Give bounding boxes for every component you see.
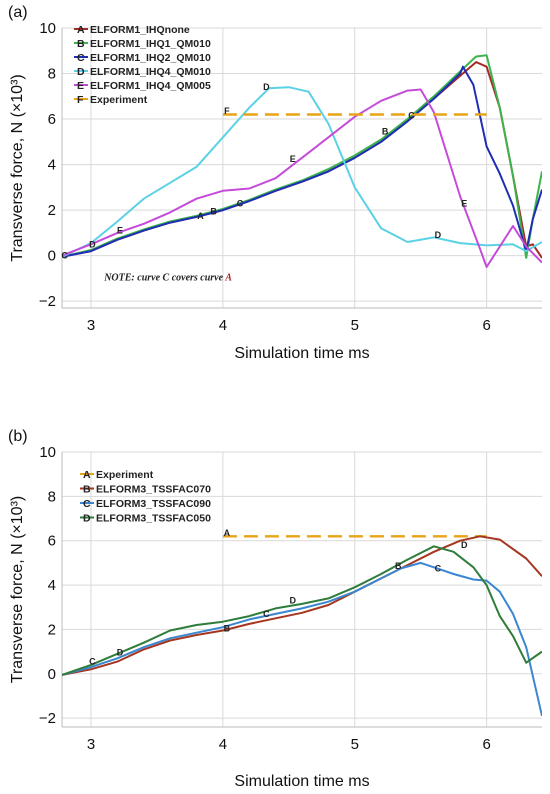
- legend: A Experiment B ELFORM3_TSSFAC070 C ELFORM3_TS…: [80, 469, 211, 525]
- legend-entry: ELFORM3_TSSFAC050: [96, 513, 211, 525]
- legend-marker: E: [77, 80, 84, 92]
- curve-marker-e: E: [290, 154, 296, 164]
- y-tick-label: 4: [48, 157, 56, 174]
- x-tick-label: 3: [87, 736, 95, 753]
- chart-panel-0: 3 4 5 6 −2 0 2 4 6 8 10 Simulation time ms Transvers…: [8, 4, 542, 362]
- curve-marker-d: D: [89, 239, 96, 249]
- legend-entry: ELFORM1_IHQnone: [90, 24, 190, 36]
- curve-marker-e: E: [461, 198, 467, 208]
- legend-entry: ELFORM1_IHQ4_QM010: [90, 66, 211, 78]
- y-tick-label: −2: [39, 293, 56, 310]
- x-tick-label: 6: [482, 736, 490, 753]
- curve-marker-b: B: [382, 127, 389, 137]
- y-tick-label: 0: [48, 248, 56, 265]
- y-tick-label: 4: [48, 577, 56, 594]
- series-line-d: [62, 86, 542, 258]
- y-tick-label: 10: [39, 444, 56, 461]
- curve-marker-a: A: [224, 528, 231, 538]
- panel-label: (a): [8, 4, 28, 21]
- y-tick-label: 0: [48, 666, 56, 683]
- legend-marker: D: [83, 513, 91, 525]
- series-line-b: [62, 54, 542, 259]
- curve-marker-d: D: [117, 648, 124, 658]
- y-axis-title: Transverse force, N (×10³): [9, 496, 26, 683]
- curve-marker-c: C: [89, 657, 96, 667]
- x-tick-label: 4: [219, 736, 227, 753]
- legend-marker: C: [77, 52, 85, 64]
- curve-marker-e: E: [117, 226, 123, 236]
- x-tick-label: 6: [482, 317, 490, 334]
- panel-label: (b): [8, 428, 28, 445]
- y-tick-label: 6: [48, 111, 56, 128]
- x-tick-label: 5: [351, 317, 359, 334]
- note-text: : curve C covers curve: [131, 273, 225, 284]
- legend-marker: C: [83, 498, 91, 510]
- curve-marker-b: B: [395, 561, 402, 571]
- x-tick-label: 5: [351, 736, 359, 753]
- curve-marker-b: B: [210, 206, 217, 216]
- plot-area: [62, 535, 542, 717]
- legend-entry: ELFORM1_IHQ2_QM010: [90, 52, 211, 64]
- series-line-c: [62, 561, 542, 717]
- curve-marker-b: B: [224, 623, 231, 633]
- y-tick-label: 2: [48, 621, 56, 638]
- y-tick-label: −2: [39, 710, 56, 727]
- curve-marker-a: A: [197, 211, 204, 221]
- legend-marker: F: [77, 94, 84, 106]
- note-prefix: NOTE: [103, 273, 132, 284]
- legend-entry: ELFORM1_IHQ1_QM010: [90, 38, 211, 50]
- x-axis-title: Simulation time ms: [234, 345, 369, 362]
- legend: A ELFORM1_IHQnone B ELFORM1_IHQ1_QM010 C ELFO…: [74, 24, 211, 106]
- series-line-b: [62, 535, 542, 676]
- curve-marker-c: C: [237, 198, 244, 208]
- curve-marker-d: D: [290, 596, 297, 606]
- curve-marker-c: C: [263, 609, 270, 619]
- y-axis-title: Transverse force, N (×10³): [9, 74, 26, 261]
- legend-entry: ELFORM1_IHQ4_QM005: [90, 80, 211, 92]
- y-tick-label: 8: [48, 66, 56, 83]
- curve-marker-c: C: [408, 111, 415, 121]
- legend-entry: Experiment: [96, 469, 154, 481]
- x-tick-label: 3: [87, 317, 95, 334]
- legend-marker: A: [77, 24, 85, 36]
- series-line-e: [62, 88, 542, 268]
- legend-marker: B: [77, 38, 85, 50]
- series-line-d: [62, 545, 542, 676]
- y-tick-label: 2: [48, 202, 56, 219]
- curve-marker-f: F: [224, 106, 230, 116]
- legend-entry: ELFORM3_TSSFAC070: [96, 484, 211, 496]
- curve-marker-c: C: [435, 563, 442, 573]
- legend-marker: D: [77, 66, 85, 78]
- legend-marker: A: [83, 469, 91, 481]
- chart-panel-1: 3 4 5 6 −2 0 2 4 6 8 10 Simulation time ms Transvers…: [8, 428, 542, 790]
- note-accent: A: [224, 273, 232, 284]
- legend-marker: B: [83, 484, 91, 496]
- x-axis-title: Simulation time ms: [234, 773, 369, 790]
- legend-entry: Experiment: [90, 94, 148, 106]
- y-tick-label: 10: [39, 20, 56, 37]
- y-tick-label: 6: [48, 533, 56, 550]
- series-line-c: [62, 65, 542, 258]
- plot-area: [62, 54, 542, 268]
- x-tick-label: 4: [219, 317, 227, 334]
- curve-marker-d: D: [263, 82, 270, 92]
- y-tick-label: 8: [48, 488, 56, 505]
- curve-marker-d: D: [461, 540, 468, 550]
- curve-note: NOTE: curve C covers curve A: [103, 273, 232, 284]
- legend-entry: ELFORM3_TSSFAC090: [96, 498, 211, 510]
- curve-marker-c: C: [61, 251, 68, 261]
- curve-marker-d: D: [435, 230, 442, 240]
